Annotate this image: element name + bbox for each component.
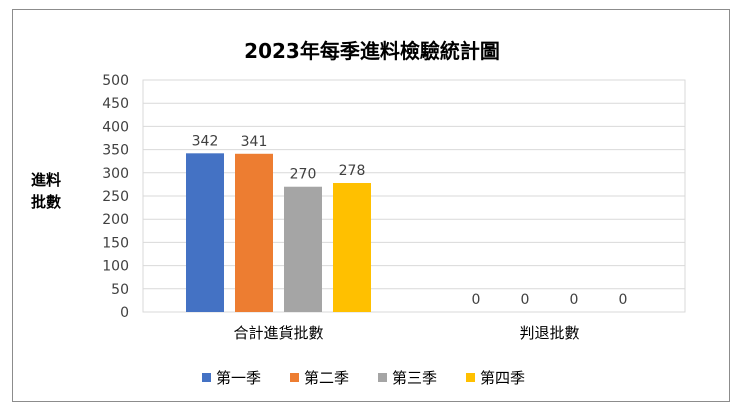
- category-label: 判退批數: [519, 324, 579, 342]
- chart-title: 2023年每季進料檢驗統計圖: [244, 39, 500, 63]
- data-label: 0: [570, 292, 579, 308]
- legend: 第一季 第二季 第三季 第四季: [202, 369, 525, 387]
- y-tick-label: 100: [102, 259, 129, 275]
- data-label: 0: [619, 292, 628, 308]
- legend-label: 第一季: [216, 369, 261, 387]
- y-tick-label: 500: [102, 73, 129, 89]
- y-axis-ticks: 0 50 100 150 200 250 300 350 400 450 500: [102, 73, 129, 321]
- y-tick-label: 0: [120, 305, 129, 321]
- data-label: 341: [241, 134, 268, 150]
- y-axis-label-line-1: 進料: [31, 171, 61, 189]
- y-tick-label: 150: [102, 235, 129, 251]
- data-label: 270: [290, 167, 317, 183]
- data-label: 0: [472, 292, 481, 308]
- legend-swatch: [378, 373, 387, 382]
- y-tick-label: 300: [102, 166, 129, 182]
- category-label: 合計進貨批數: [233, 324, 323, 342]
- y-tick-label: 350: [102, 143, 129, 159]
- data-label: 342: [192, 133, 219, 149]
- chart-frame: 2023年每季進料檢驗統計圖 進料 批數 0 50 100 150 200 250 300 3…: [12, 9, 730, 402]
- y-tick-label: 200: [102, 212, 129, 228]
- data-labels: 342 341 270 278 0 0 0 0: [192, 133, 628, 308]
- bar: [186, 153, 224, 312]
- legend-swatch: [202, 373, 211, 382]
- chart: 2023年每季進料檢驗統計圖 進料 批數 0 50 100 150 200 250 300 3…: [31, 39, 686, 387]
- legend-swatch: [290, 373, 299, 382]
- data-label: 278: [339, 163, 366, 179]
- gridlines: [142, 79, 686, 313]
- bars: [186, 153, 371, 312]
- y-tick-label: 250: [102, 189, 129, 205]
- legend-label: 第三季: [392, 369, 437, 387]
- bar: [284, 186, 322, 312]
- bar: [235, 153, 273, 312]
- y-tick-label: 400: [102, 119, 129, 135]
- legend-label: 第二季: [304, 369, 349, 387]
- x-axis-categories: 合計進貨批數 判退批數: [233, 324, 579, 342]
- y-tick-label: 450: [102, 96, 129, 112]
- legend-label: 第四季: [480, 369, 525, 387]
- y-tick-label: 50: [111, 282, 129, 298]
- bar: [333, 183, 371, 312]
- y-axis-label-line-2: 批數: [31, 193, 61, 211]
- data-label: 0: [521, 292, 530, 308]
- plot-area-border: [142, 79, 686, 313]
- legend-swatch: [466, 373, 475, 382]
